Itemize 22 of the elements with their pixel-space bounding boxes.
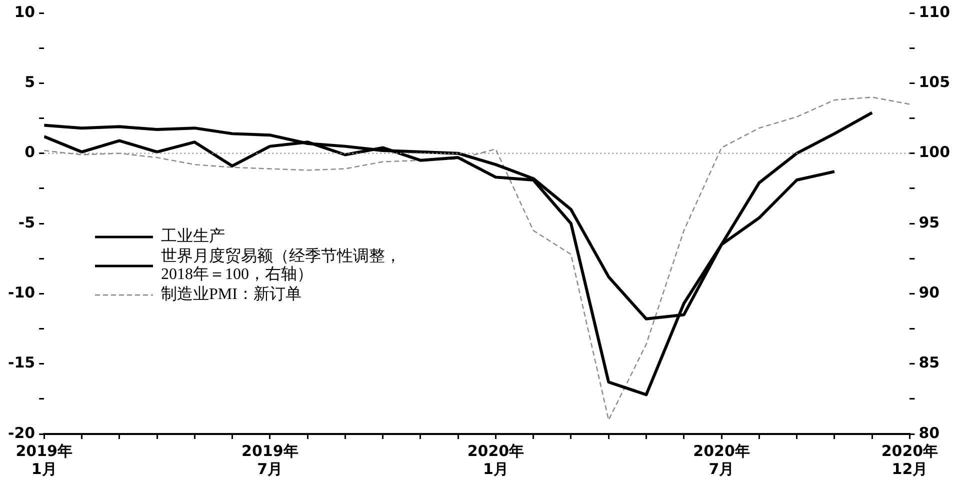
y2-tick-label: 110 <box>918 2 950 21</box>
y2-tick-label: 105 <box>918 73 950 92</box>
y-tick-label: 5 <box>24 73 36 92</box>
legend-label: 工业生产 <box>161 228 226 246</box>
legend-label: 制造业PMI：新订单 <box>161 286 302 304</box>
legend-label: 世界月度贸易额（经季节性调整，2018年＝100，右轴） <box>161 248 402 284</box>
y2-tick-label: 85 <box>918 354 940 372</box>
x-tick-label: 2019年 1月 <box>16 442 72 478</box>
y2-tick-label: 100 <box>918 143 950 162</box>
x-tick-label: 2020年 7月 <box>693 442 750 478</box>
y-tick-label: -15 <box>8 354 36 372</box>
x-tick-label: 2020年 1月 <box>467 442 524 478</box>
y-tick-label: -5 <box>18 213 36 232</box>
x-tick-label: 2020年 12月 <box>881 442 938 478</box>
y-tick-label: 0 <box>24 143 36 162</box>
y2-tick-label: 90 <box>918 284 940 302</box>
y-tick-label: -20 <box>8 424 36 442</box>
y-tick-label: -10 <box>8 284 36 302</box>
x-tick-label: 2019年 7月 <box>242 442 298 478</box>
y2-tick-label: 95 <box>918 213 940 232</box>
y-tick-label: 10 <box>14 2 36 21</box>
y2-tick-label: 80 <box>918 424 940 442</box>
